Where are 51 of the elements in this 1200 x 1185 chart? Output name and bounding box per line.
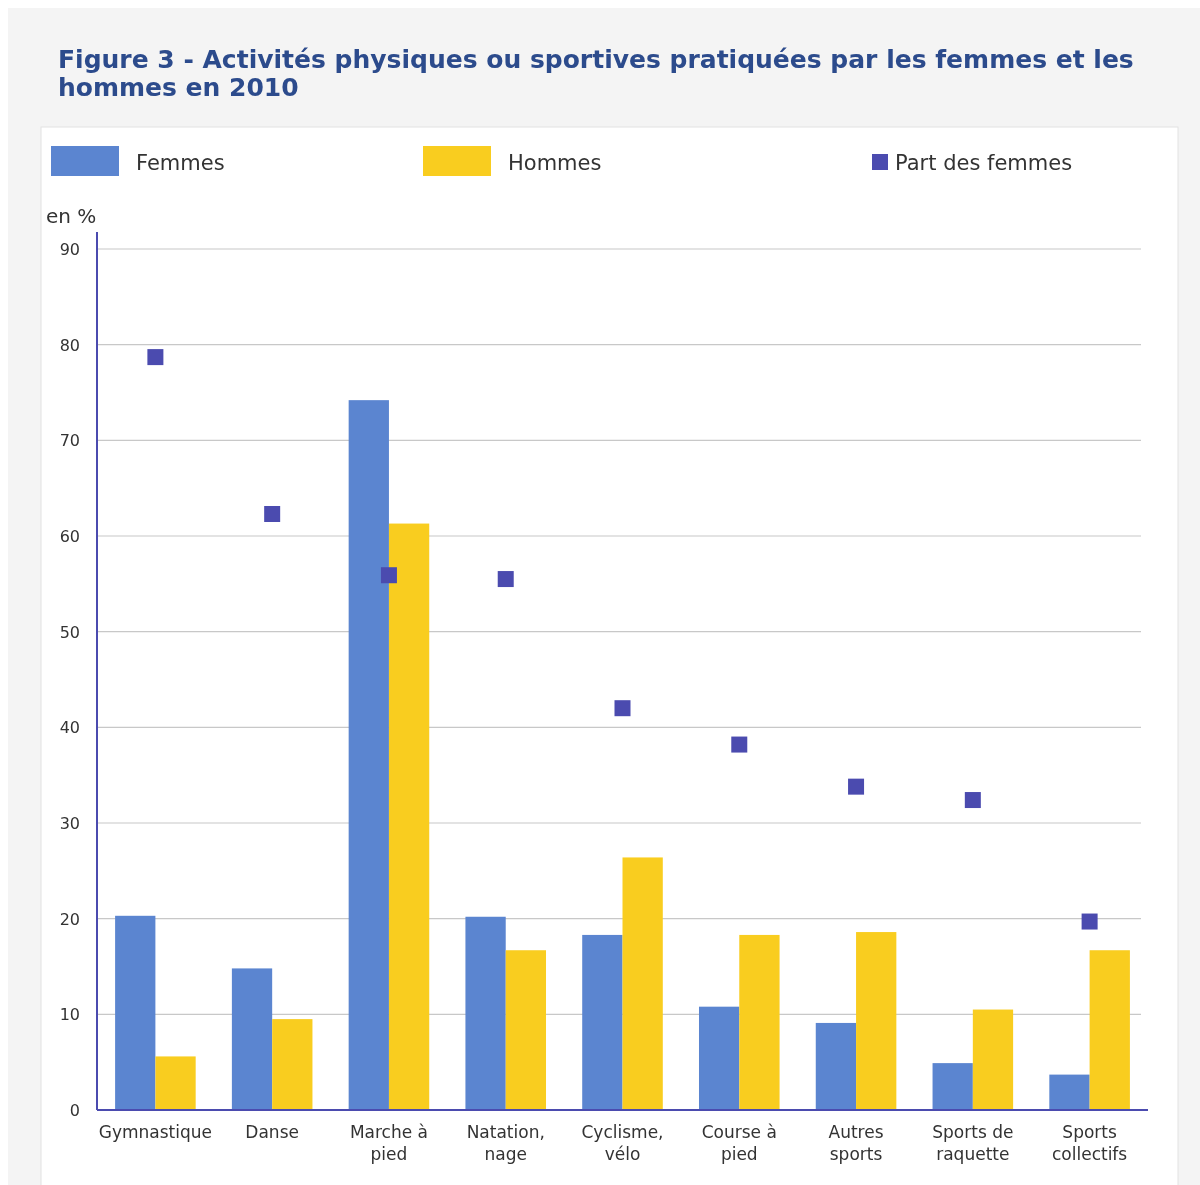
x-tick-label: Autres sports [828, 1122, 884, 1164]
point [614, 700, 631, 717]
x-tick-label: Danse [245, 1122, 299, 1142]
point [964, 792, 981, 809]
legend-label: Femmes [136, 151, 225, 175]
point [497, 571, 514, 588]
point [380, 567, 397, 584]
x-tick-label: Natation, nage [466, 1122, 545, 1164]
bar [1049, 1074, 1090, 1110]
y-tick-label: 60 [59, 527, 80, 546]
y-tick-label: 10 [59, 1005, 80, 1025]
bar [582, 934, 623, 1110]
x-tick-label: Course à pied [701, 1122, 777, 1164]
y-tick-label: 70 [59, 431, 80, 451]
bar [856, 932, 897, 1110]
bar [815, 1022, 857, 1110]
point [731, 736, 748, 753]
point [264, 506, 281, 522]
y-tick-label: 40 [59, 718, 80, 738]
point [147, 349, 164, 366]
y-tick-label: 20 [59, 909, 80, 929]
legend-label: Hommes [508, 151, 602, 175]
y-tick-label: 80 [59, 335, 80, 355]
bar [231, 968, 273, 1110]
legend-label: Part des femmes [895, 151, 1073, 175]
y-tick-label: 90 [59, 240, 80, 259]
bar [272, 1019, 313, 1110]
bar [1089, 950, 1130, 1110]
point [848, 778, 865, 795]
y-tick-label: 0 [69, 1101, 80, 1120]
bar [465, 916, 506, 1110]
bar [348, 400, 389, 1110]
x-tick-label: Marche à pied [349, 1122, 428, 1164]
bar [932, 1063, 973, 1110]
bar [505, 950, 547, 1110]
bar [622, 857, 663, 1110]
bar [155, 1056, 196, 1110]
bar [115, 915, 156, 1110]
x-tick-label: Sports de raquette [932, 1122, 1014, 1164]
chart-title: Figure 3 - Activités physiques ou sportives pratiquées par les femmes et les hommes en 2010 [58, 45, 1134, 102]
bar [388, 523, 430, 1110]
x-tick-label: Sports collectifs [1051, 1122, 1128, 1164]
bar [972, 1009, 1014, 1110]
bar [739, 934, 780, 1110]
y-tick-label: 30 [59, 814, 80, 833]
point [1081, 913, 1098, 930]
bar [698, 1006, 740, 1110]
y-axis-title: en % [46, 204, 97, 228]
x-tick-label: Cyclisme, vélo [581, 1122, 664, 1164]
y-tick-label: 50 [59, 622, 80, 642]
x-tick-label: Gymnastique [98, 1122, 213, 1142]
